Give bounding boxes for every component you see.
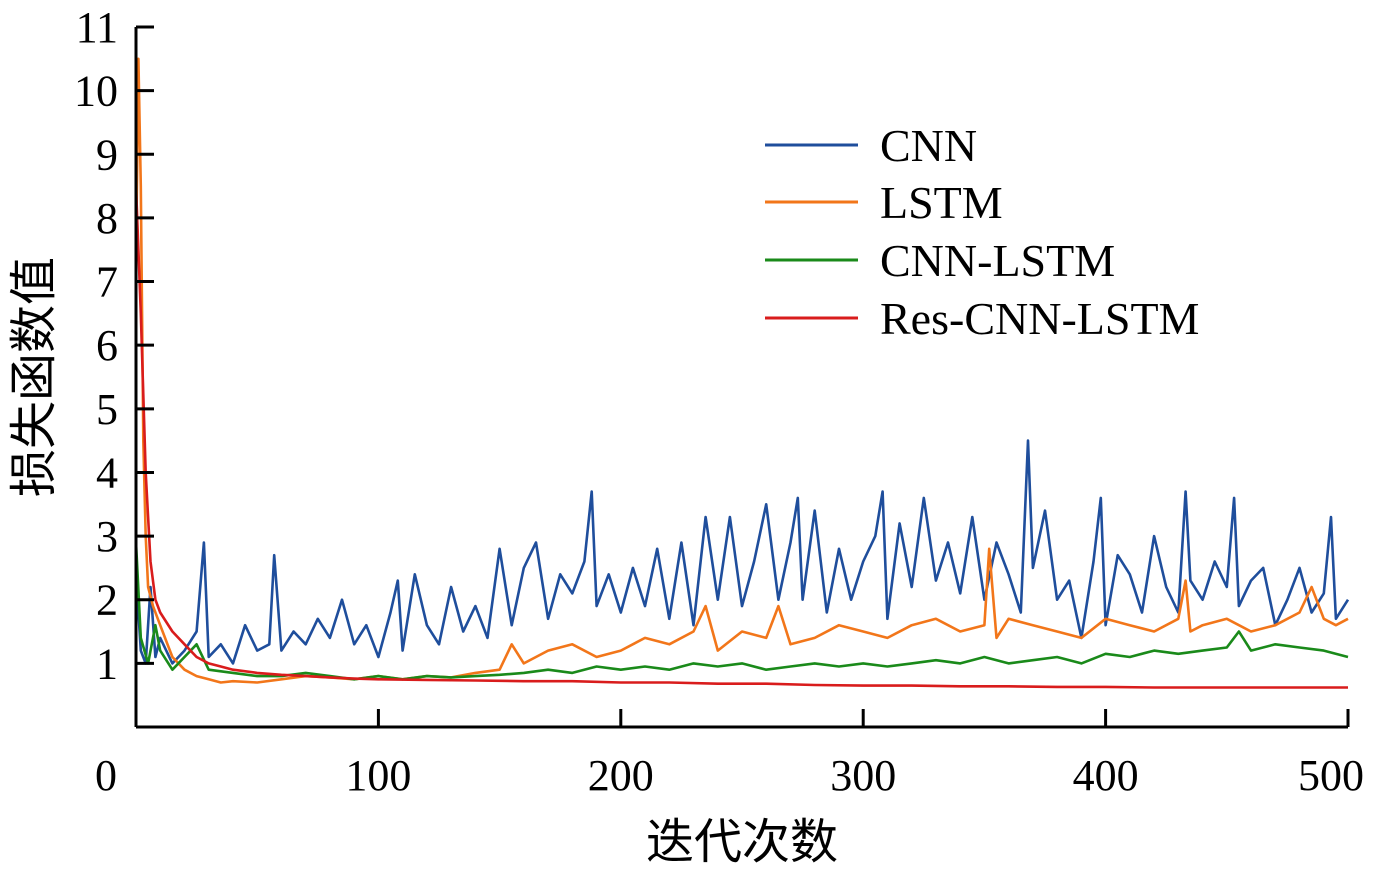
y-tick-label: 10 [74,67,118,116]
y-tick-label: 9 [96,130,118,179]
legend-label: Res-CNN-LSTM [880,293,1199,344]
y-tick-label: 5 [96,385,118,434]
legend-label: LSTM [880,177,1003,228]
y-axis-title: 损失函数值 [8,257,61,497]
axes [134,27,1348,729]
series-lines [134,57,1350,689]
x-axis-title: 迭代次数 [646,816,838,869]
legend-label: CNN-LSTM [880,235,1115,286]
y-tick-label: 2 [96,576,118,625]
y-tick-label: 3 [96,512,118,561]
y-tick-label: 4 [96,448,118,497]
y-tick-label: 1 [96,639,118,688]
y-tick-label: 11 [76,3,118,52]
x-tick-label: 100 [345,751,411,800]
x-ticks: 0 100 200 300 400 500 [95,709,1364,800]
series-line-cnn-lstm [134,542,1349,681]
y-tick-label: 7 [96,258,118,307]
series-line-cnn [134,439,1350,665]
series-line-lstm [134,57,1349,684]
y-tick-label: 8 [96,194,118,243]
y-ticks: 1 2 3 4 5 6 7 8 9 10 11 [74,3,154,688]
x-tick-label: 0 [95,751,117,800]
series-line-res-cnn-lstm [134,186,1348,689]
x-tick-label: 300 [830,751,896,800]
x-tick-label: 200 [588,751,654,800]
x-tick-label: 500 [1298,751,1364,800]
y-tick-label: 6 [96,321,118,370]
legend-label: CNN [880,120,977,171]
x-tick-label: 400 [1073,751,1139,800]
legend: CNN LSTM CNN-LSTM Res-CNN-LSTM [765,120,1199,344]
